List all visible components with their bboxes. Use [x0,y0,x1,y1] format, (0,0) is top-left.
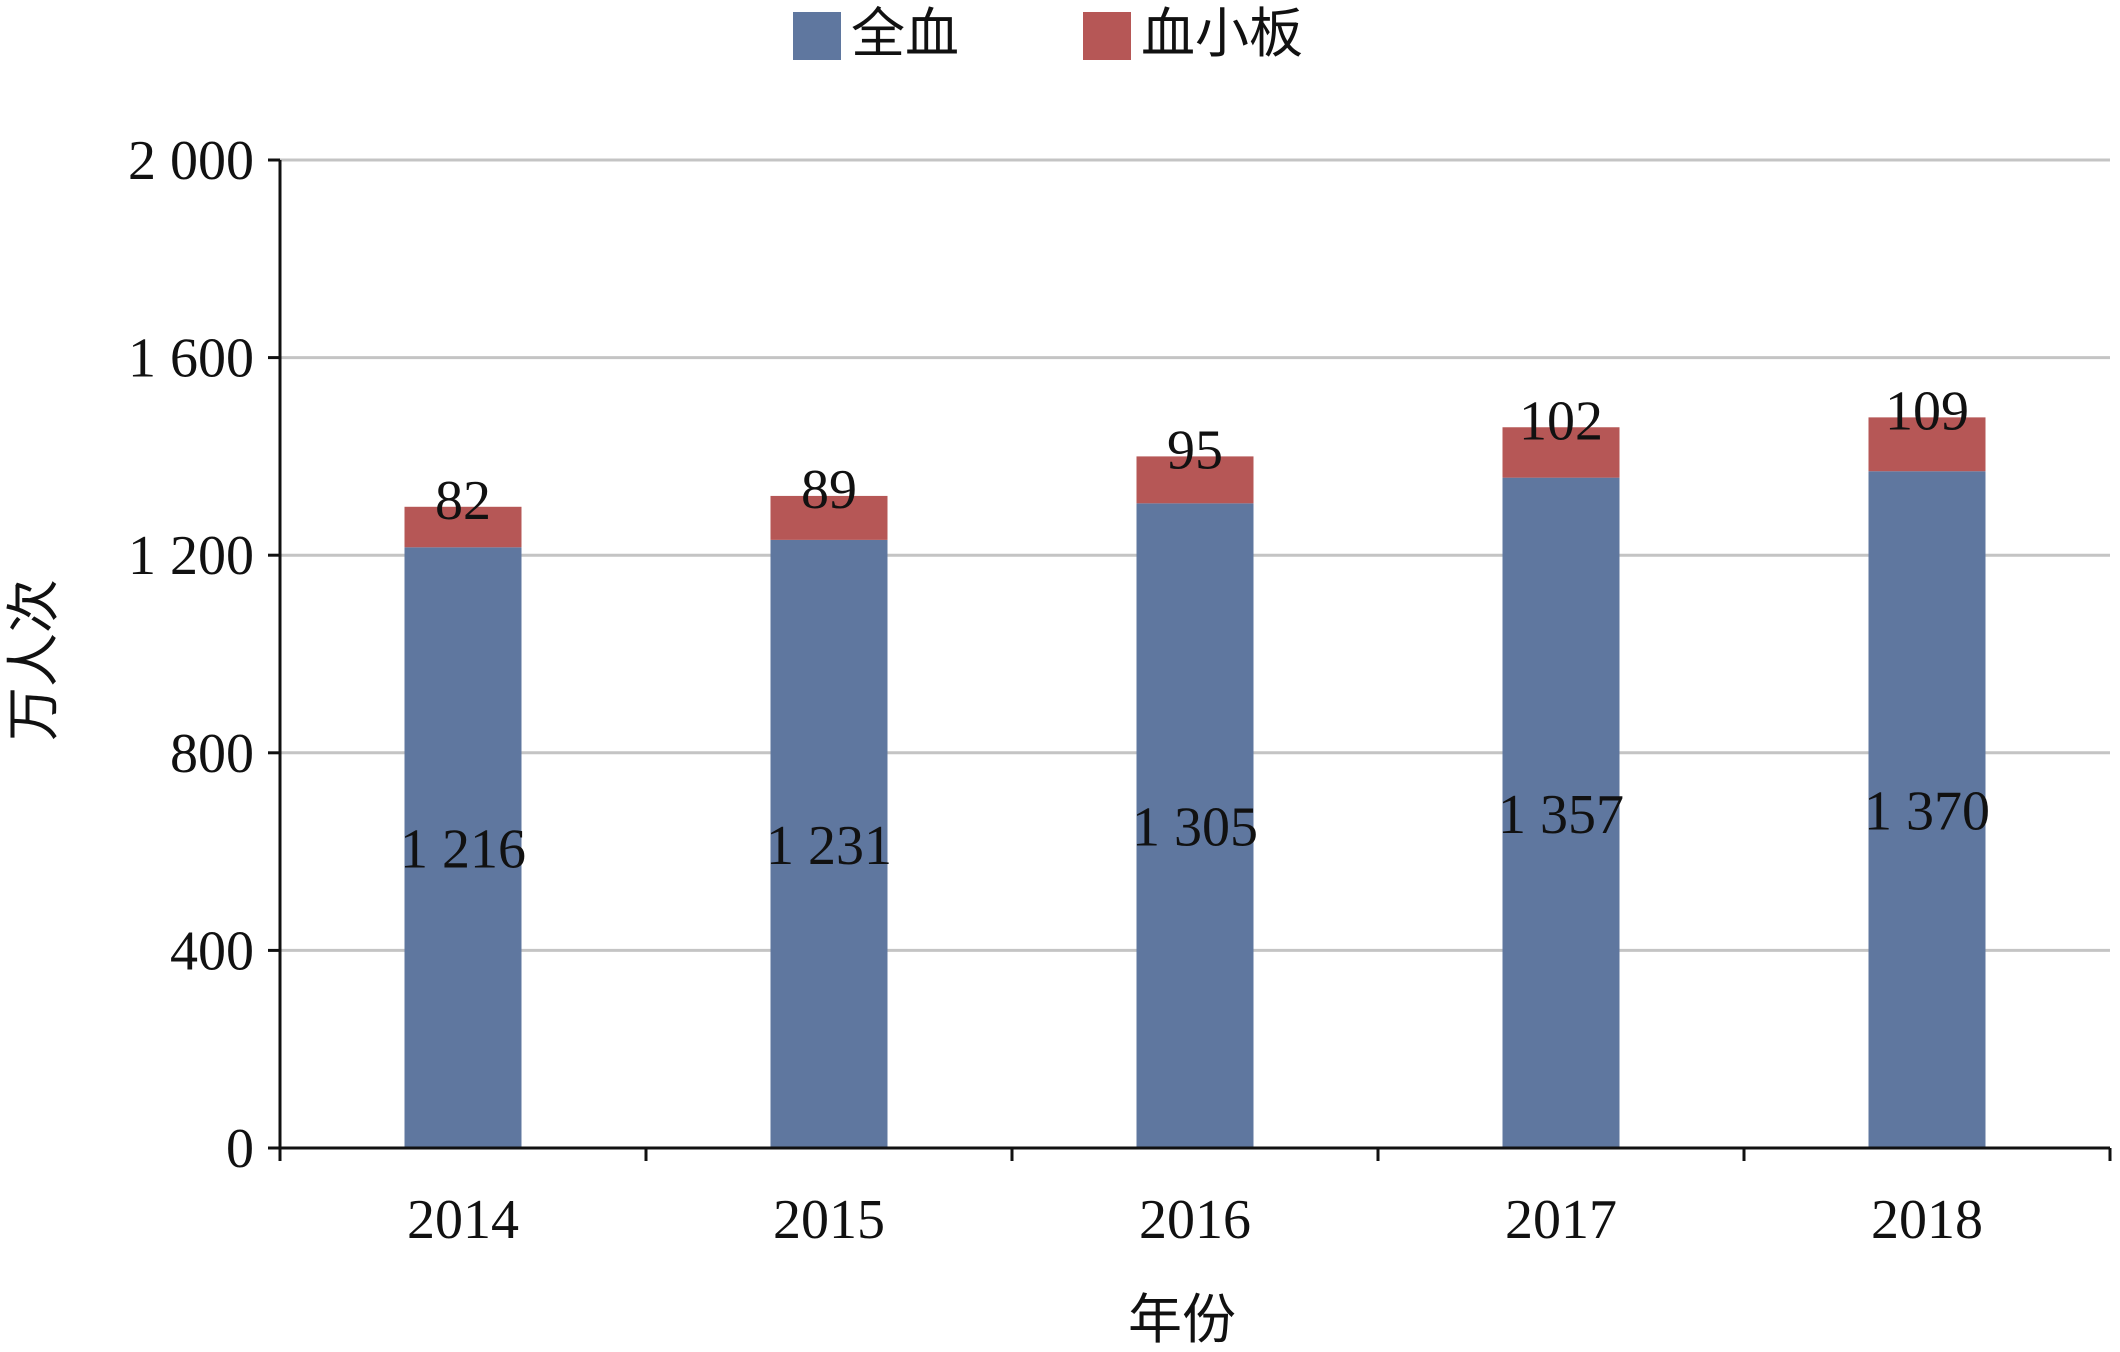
data-labels: 1 216 82 1 231 89 1 305 95 1 357 102 1 370 109 [400,380,1990,880]
data-label-platelet: 95 [1167,419,1223,481]
legend-swatch-whole-blood [793,12,841,60]
y-tick-label: 2 000 [128,130,254,192]
legend-label-platelet: 血小板 [1141,2,1303,65]
x-tick-label: 2017 [1505,1189,1617,1251]
data-label-platelet: 102 [1519,390,1603,452]
y-tick-label: 1 600 [128,328,254,390]
bar-whole-blood-2014 [404,547,522,1148]
data-label-platelet: 109 [1885,380,1969,442]
bars [404,417,1986,1149]
bar-platelet-2015 [770,495,888,540]
x-axis-title: 年份 [1128,1290,1236,1350]
data-label-whole-blood: 1 357 [1498,784,1624,846]
x-tick-label: 2016 [1139,1189,1251,1251]
bar-whole-blood-2017 [1502,477,1620,1149]
legend: 全血 血小板 [793,2,1303,65]
y-tick-label: 800 [170,723,254,785]
x-tick-label: 2015 [773,1189,885,1251]
data-label-platelet: 89 [801,459,857,521]
axes: 0 400 800 1 200 1 600 2 000 2014 2015 2016 2017 20… [128,130,2112,1251]
data-label-whole-blood: 1 305 [1132,797,1258,859]
y-tick-label: 1 200 [128,525,254,587]
bar-platelet-2014 [404,506,522,548]
bar-platelet-2016 [1136,456,1254,504]
bar-whole-blood-2015 [770,539,888,1148]
legend-label-whole-blood: 全血 [851,2,959,65]
y-axis-title: 万人次 [4,579,64,741]
bar-whole-blood-2016 [1136,503,1254,1149]
legend-swatch-platelet [1083,12,1131,60]
y-tick-label: 0 [226,1118,254,1180]
data-label-platelet: 82 [435,470,491,532]
data-label-whole-blood: 1 370 [1864,781,1990,843]
data-label-whole-blood: 1 231 [766,815,892,877]
data-label-whole-blood: 1 216 [400,819,526,881]
y-tick-label: 400 [170,920,254,982]
x-tick-label: 2018 [1871,1189,1983,1251]
bar-whole-blood-2018 [1868,471,1986,1149]
bar-platelet-2018 [1868,417,1986,472]
bar-platelet-2017 [1502,427,1620,478]
x-tick-label: 2014 [407,1189,519,1251]
